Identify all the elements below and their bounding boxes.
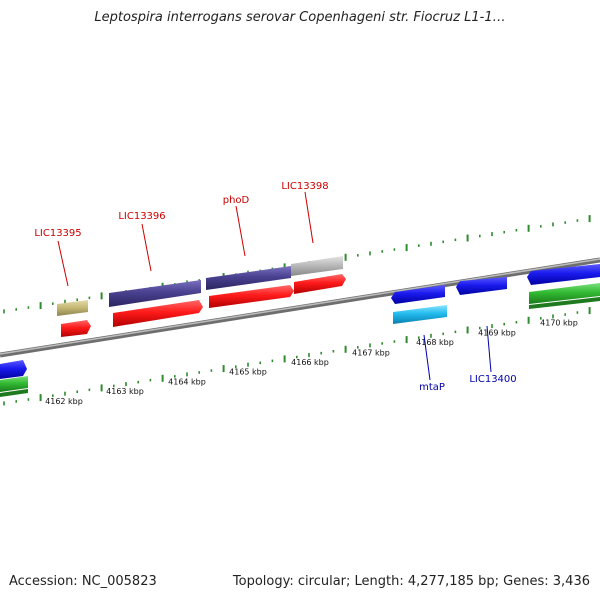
feature-left-edge-green[interactable] bbox=[0, 376, 28, 392]
feature-right-edge-green[interactable] bbox=[529, 283, 600, 304]
lower-tick-row bbox=[3, 307, 591, 406]
label-lic13396[interactable]: LIC13396 bbox=[118, 211, 165, 222]
genome-summary-label: Topology: circular; Length: 4,277,185 bp… bbox=[232, 574, 590, 589]
genome-title: Leptospira interrogans serovar Copenhage… bbox=[94, 10, 506, 25]
cds-lic13396[interactable] bbox=[113, 300, 203, 327]
label-lic13400[interactable]: LIC13400 bbox=[469, 374, 516, 385]
gene-labels: LIC13395 LIC13396 phoD LIC13398 mtaP LIC… bbox=[34, 181, 516, 393]
scale-label: 4164 kbp bbox=[168, 377, 206, 386]
label-mtap[interactable]: mtaP bbox=[419, 382, 445, 393]
leader-phod bbox=[235, 205, 246, 257]
scale-label: 4163 kbp bbox=[106, 387, 144, 396]
label-lic13398[interactable]: LIC13398 bbox=[281, 181, 328, 192]
cds-right-edge-blue[interactable] bbox=[527, 264, 600, 285]
label-phod[interactable]: phoD bbox=[223, 195, 250, 206]
feature-phod[interactable] bbox=[206, 266, 291, 290]
feature-track-forward bbox=[57, 256, 346, 337]
scale-label: 4168 kbp bbox=[416, 338, 454, 347]
accession-label: Accession: NC_005823 bbox=[9, 574, 157, 589]
feature-mtap[interactable] bbox=[393, 305, 447, 324]
leader-lic13395 bbox=[57, 240, 69, 287]
cds-lic13398[interactable] bbox=[294, 274, 346, 294]
cds-mtap[interactable] bbox=[391, 285, 445, 304]
cds-phod[interactable] bbox=[209, 285, 294, 308]
scale-label: 4167 kbp bbox=[352, 348, 390, 357]
leader-mtap bbox=[423, 334, 431, 381]
feature-left-edge-green-dark[interactable] bbox=[0, 389, 28, 397]
cds-left-edge-blue[interactable] bbox=[0, 360, 27, 379]
scale-label: 4162 kbp bbox=[45, 397, 83, 406]
leader-lic13398 bbox=[304, 191, 314, 244]
scale-label: 4170 kbp bbox=[540, 319, 578, 328]
feature-track-reverse bbox=[0, 264, 600, 397]
feature-lic13398-pseudo[interactable] bbox=[291, 256, 343, 276]
leader-lic13396 bbox=[141, 223, 152, 272]
feature-right-edge-green-dark[interactable] bbox=[529, 297, 600, 309]
feature-lic13395-rna[interactable] bbox=[57, 300, 88, 316]
scale-label: 4169 kbp bbox=[478, 328, 516, 337]
backbone-line bbox=[0, 257, 600, 358]
leader-lic13400 bbox=[486, 325, 492, 373]
cds-lic13395[interactable] bbox=[61, 320, 91, 337]
scale-label-row: 4162 kbp 4163 kbp 4164 kbp 4165 kbp 4166 kbp… bbox=[45, 319, 578, 406]
scale-label: 4166 kbp bbox=[291, 358, 329, 367]
cds-lic13400[interactable] bbox=[456, 277, 507, 295]
feature-lic13396[interactable] bbox=[109, 280, 201, 307]
label-lic13395[interactable]: LIC13395 bbox=[34, 228, 81, 239]
scale-label: 4165 kbp bbox=[229, 368, 267, 377]
